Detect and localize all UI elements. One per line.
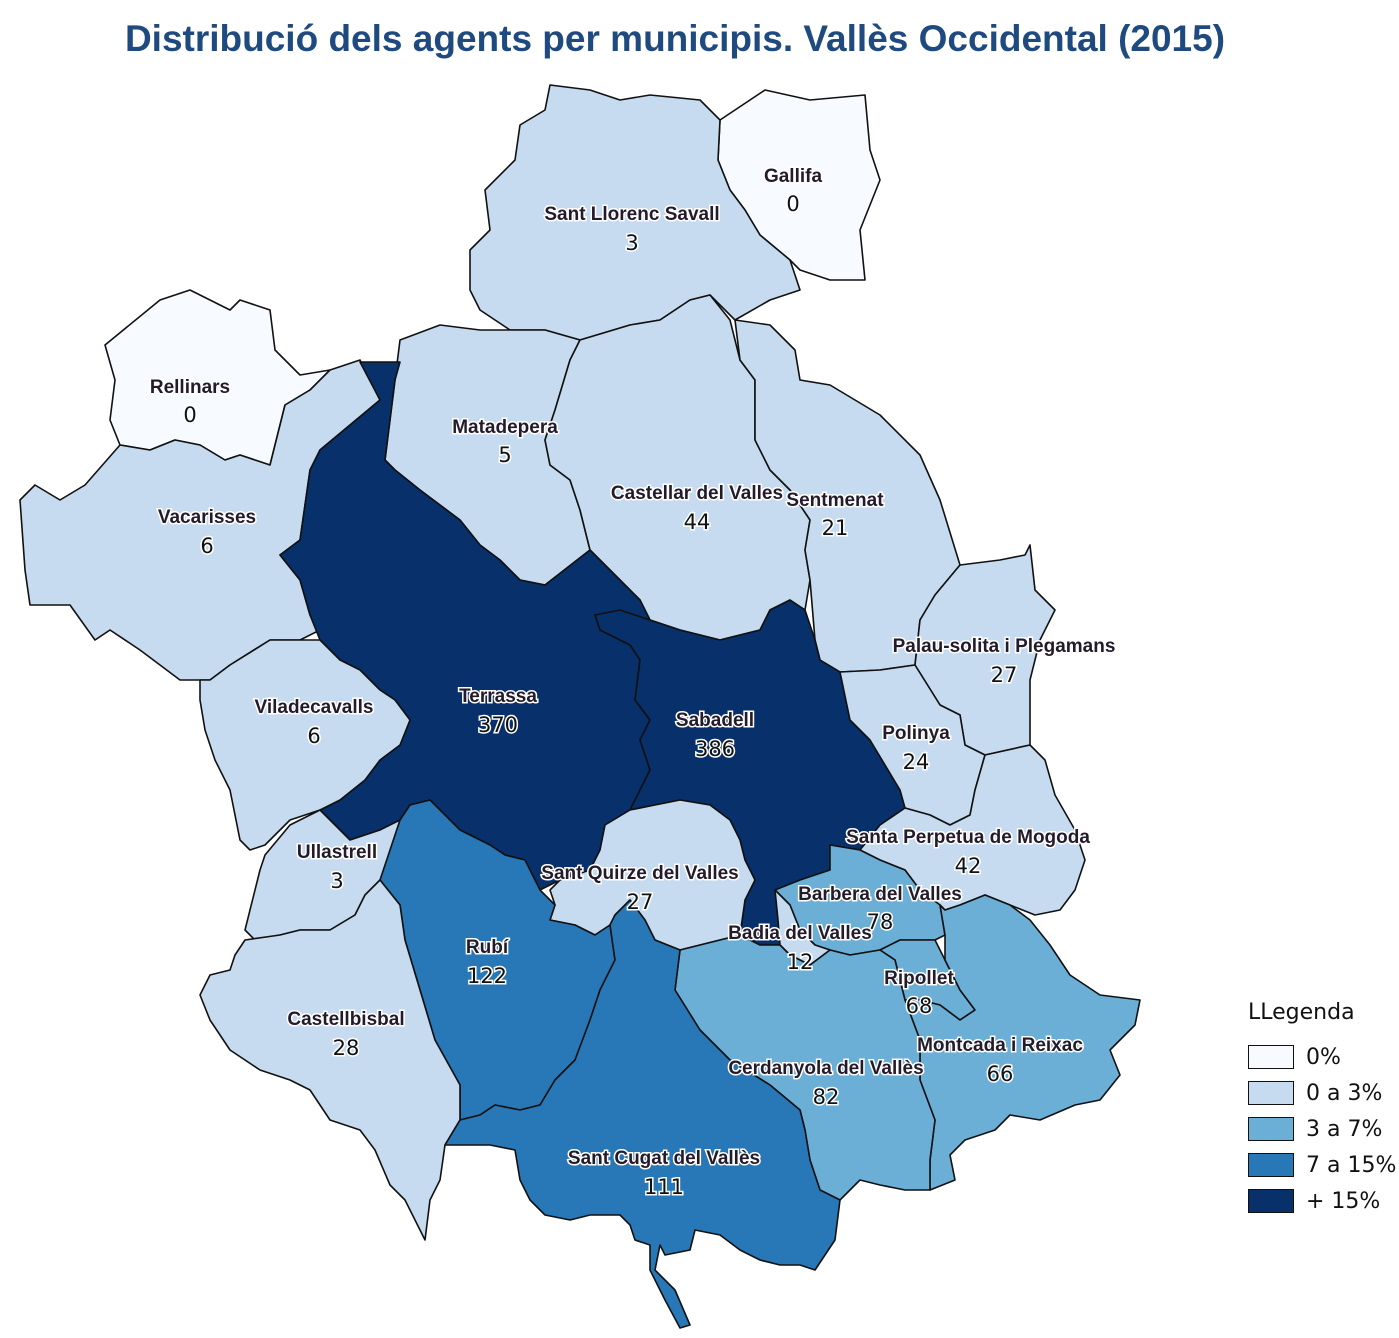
svg-text:Ripollet: Ripollet — [884, 968, 954, 989]
svg-text:12: 12 — [787, 950, 814, 974]
svg-text:27: 27 — [627, 890, 654, 914]
svg-text:Gallifa: Gallifa — [764, 166, 823, 187]
label-terrassa: Terrassa 370 — [458, 685, 539, 739]
svg-text:Sentmenat: Sentmenat — [786, 490, 884, 511]
region-montcada-i-reixac[interactable] — [904, 894, 1141, 1191]
svg-text:Badia del Valles: Badia del Valles — [728, 923, 872, 944]
svg-text:0: 0 — [183, 403, 196, 427]
svg-text:Castellar del Valles: Castellar del Valles — [611, 483, 783, 504]
svg-text:Barbera del Valles: Barbera del Valles — [798, 884, 962, 905]
svg-text:Cerdanyola del Vallès: Cerdanyola del Vallès — [728, 1058, 923, 1079]
label-ripollet: Ripollet 68 — [883, 967, 956, 1020]
label-sant-quirze-del-valles: Sant Quirze del Valles 27 — [540, 862, 740, 916]
label-ullastrell: Ullastrell 3 — [295, 841, 378, 895]
svg-text:3: 3 — [330, 869, 343, 893]
label-sabadell: Sabadell 386 — [674, 709, 755, 763]
label-vacarisses: Vacarisses 6 — [156, 506, 257, 560]
legend-swatch — [1248, 1153, 1294, 1177]
label-viladecavalls: Viladecavalls 6 — [253, 696, 375, 750]
svg-text:6: 6 — [200, 534, 213, 558]
legend-item-1: 0 a 3% — [1248, 1075, 1396, 1111]
svg-text:Matadepera: Matadepera — [452, 417, 558, 438]
svg-text:Rellinars: Rellinars — [150, 377, 230, 398]
label-sant-cugat-del-valles: Sant Cugat del Vallès 111 — [566, 1147, 761, 1201]
svg-text:Terrassa: Terrassa — [459, 686, 537, 707]
legend-label: 3 a 7% — [1306, 1116, 1383, 1142]
legend-swatch — [1248, 1045, 1294, 1069]
region-sant-llorenc-savall[interactable] — [469, 84, 801, 341]
legend-item-4: + 15% — [1248, 1183, 1396, 1219]
svg-text:Sant Cugat del Vallès: Sant Cugat del Vallès — [568, 1148, 760, 1169]
legend-swatch — [1248, 1189, 1294, 1213]
label-cerdanyola-del-valles: Cerdanyola del Vallès 82 — [727, 1057, 925, 1111]
svg-text:68: 68 — [906, 994, 933, 1018]
legend-title: LLegenda — [1248, 1000, 1355, 1025]
legend-label: 0% — [1306, 1044, 1341, 1070]
label-barbera-del-valles: Barbera del Valles 78 — [797, 883, 964, 936]
legend-item-2: 3 a 7% — [1248, 1111, 1396, 1147]
svg-text:5: 5 — [498, 443, 511, 467]
label-castellbisbal: Castellbisbal 28 — [286, 1008, 406, 1062]
svg-text:Viladecavalls: Viladecavalls — [254, 697, 373, 718]
svg-text:21: 21 — [822, 516, 849, 540]
svg-text:24: 24 — [903, 750, 930, 774]
svg-text:Castellbisbal: Castellbisbal — [287, 1009, 404, 1030]
svg-text:Rubí: Rubí — [466, 937, 509, 958]
svg-text:Palau-solita i Plegamans: Palau-solita i Plegamans — [893, 636, 1116, 657]
svg-text:66: 66 — [987, 1062, 1014, 1086]
label-polinya: Polinya 24 — [881, 722, 952, 776]
svg-text:82: 82 — [813, 1085, 840, 1109]
map-title: Distribució dels agents per municipis. V… — [124, 18, 1226, 59]
label-gallifa: Gallifa 0 — [762, 165, 824, 218]
svg-text:Santa Perpetua de Mogoda: Santa Perpetua de Mogoda — [846, 827, 1090, 848]
svg-text:27: 27 — [991, 663, 1018, 687]
region-castellbisbal[interactable] — [199, 879, 461, 1241]
region-sant-cugat-del-valles[interactable] — [444, 899, 841, 1329]
label-castellar-del-valles: Castellar del Valles 44 — [609, 482, 784, 536]
svg-text:28: 28 — [333, 1036, 360, 1060]
municipality-shapes — [19, 84, 1141, 1329]
svg-text:122: 122 — [467, 964, 507, 988]
legend-label: + 15% — [1306, 1188, 1381, 1214]
svg-text:42: 42 — [955, 854, 982, 878]
municipality-labels: Gallifa 0 Sant Llorenc Savall 3 Rellinars 0… — [148, 165, 1117, 1201]
svg-text:44: 44 — [684, 510, 711, 534]
legend-swatch — [1248, 1081, 1294, 1105]
label-santa-perpetua-de-mogoda: Santa Perpetua de Mogoda 42 — [845, 826, 1092, 880]
svg-text:0: 0 — [786, 192, 799, 216]
legend: LLegenda 0% 0 a 3% 3 a 7% 7 a 15% + 15% — [1248, 1000, 1396, 1219]
svg-text:78: 78 — [867, 910, 894, 934]
label-rellinars: Rellinars 0 — [148, 376, 231, 429]
label-sant-llorenc-savall: Sant Llorenc Savall 3 — [543, 203, 721, 257]
svg-text:Sant Quirze del Valles: Sant Quirze del Valles — [541, 863, 738, 884]
label-montcada-i-reixac: Montcada i Reixac 66 — [916, 1034, 1085, 1088]
region-viladecavalls[interactable] — [199, 639, 411, 851]
svg-text:Ullastrell: Ullastrell — [297, 842, 377, 863]
svg-text:Vacarisses: Vacarisses — [158, 507, 256, 528]
svg-text:Polinya: Polinya — [882, 723, 950, 744]
svg-text:Sabadell: Sabadell — [676, 710, 754, 731]
svg-text:370: 370 — [478, 713, 518, 737]
label-rubi: Rubí 122 — [464, 936, 510, 990]
svg-text:111: 111 — [644, 1175, 684, 1199]
label-badia-del-valles: Badia del Valles 12 — [727, 922, 874, 976]
label-palau-solita-i-plegamans: Palau-solita i Plegamans 27 — [891, 635, 1117, 689]
legend-item-0: 0% — [1248, 1039, 1396, 1075]
legend-swatch — [1248, 1117, 1294, 1141]
svg-text:Sant Llorenc Savall: Sant Llorenc Savall — [544, 204, 719, 225]
label-sentmenat: Sentmenat 21 — [785, 489, 886, 542]
legend-label: 0 a 3% — [1306, 1080, 1383, 1106]
label-matadepera: Matadepera 5 — [451, 416, 560, 469]
legend-label: 7 a 15% — [1306, 1152, 1397, 1178]
svg-text:386: 386 — [695, 737, 735, 761]
svg-text:3: 3 — [625, 231, 638, 255]
svg-text:Montcada i Reixac: Montcada i Reixac — [917, 1035, 1083, 1056]
legend-item-3: 7 a 15% — [1248, 1147, 1396, 1183]
svg-text:6: 6 — [307, 724, 320, 748]
